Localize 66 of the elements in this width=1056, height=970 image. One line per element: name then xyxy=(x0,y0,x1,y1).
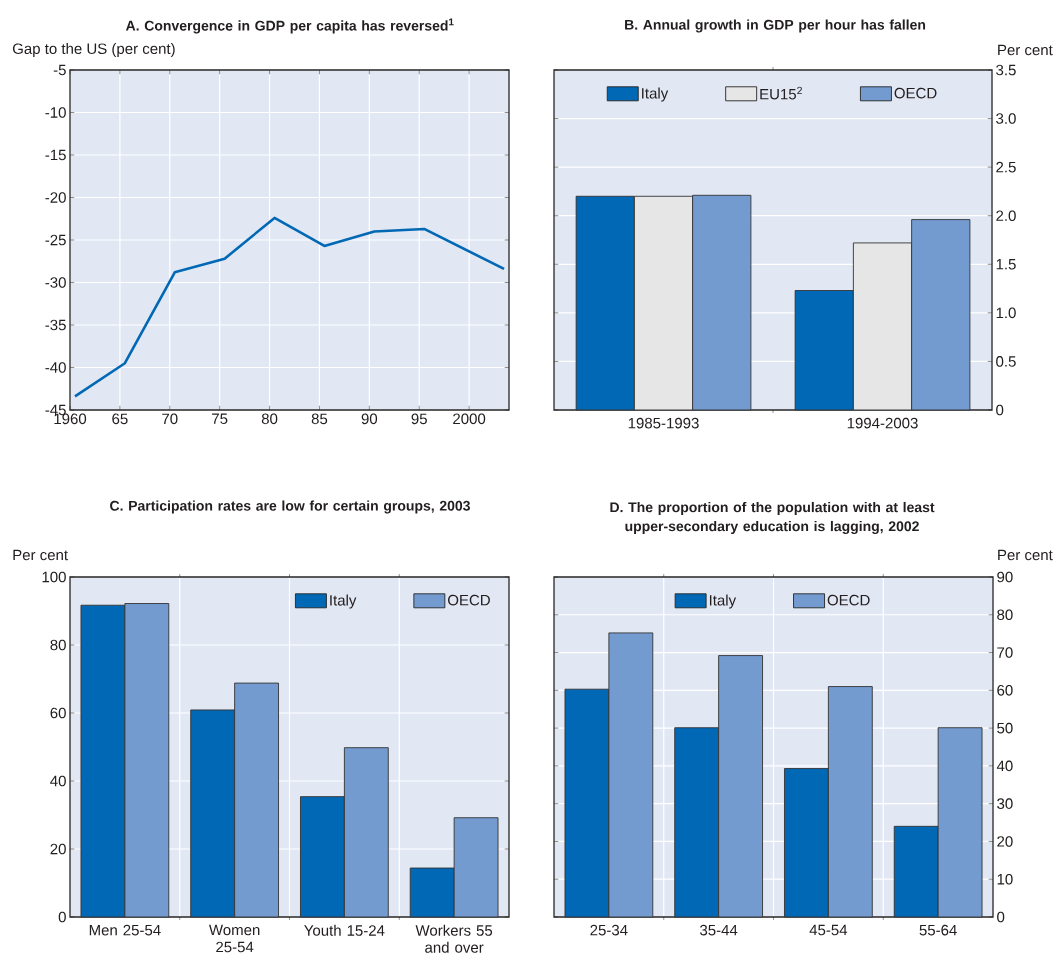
y-tick-label: 20 xyxy=(50,843,66,855)
y-tick-label: 3.5 xyxy=(996,64,1016,76)
x-tick-label: 1994-2003 xyxy=(847,417,918,429)
x-tick-label: Youth 15-24 xyxy=(304,924,385,936)
y-tick-label: -40 xyxy=(45,362,66,373)
x-tick-label: 65 xyxy=(112,413,128,425)
x-tick-label: 80 xyxy=(261,413,278,425)
x-tick-label: 75 xyxy=(212,413,228,424)
y-tick-label: 30 xyxy=(997,798,1013,809)
x-tick-label: 85 xyxy=(311,413,328,425)
legend-label: Italy xyxy=(642,87,669,102)
legend-label: Italy xyxy=(709,594,737,609)
y-tick-label: 2.5 xyxy=(996,161,1016,173)
legend-label: OECD xyxy=(827,594,870,606)
x-tick-label: 35-44 xyxy=(700,924,738,936)
y-tick-label: 10 xyxy=(997,873,1013,885)
x-tick-label: 90 xyxy=(361,413,378,425)
y-tick-label: 0 xyxy=(996,404,1004,416)
y-tick-label: -35 xyxy=(45,319,66,331)
x-tick-label: 70 xyxy=(162,413,178,425)
x-tick-label: Women 25-54 xyxy=(208,924,260,953)
legend-label: OECD xyxy=(448,594,490,606)
y-tick-label: -15 xyxy=(45,149,66,161)
x-tick-label: 1985-1993 xyxy=(628,417,699,429)
chart-title: D. The proportion of the population with at least upper-secondary education is lagging, 2002 xyxy=(610,501,935,535)
chart-title: A. Convergence in GDP per capita has reversed$^{1}$ xyxy=(125,18,454,34)
x-tick-label: 2000 xyxy=(453,413,486,425)
legend-label: EU15$^{2}$ xyxy=(760,86,802,100)
y-tick-label: -5 xyxy=(53,64,66,76)
y-tick-label: 20 xyxy=(997,836,1013,847)
y-tick-label: 1.0 xyxy=(996,307,1016,319)
chart-title: C. Participation rates are low for certain groups, 2003 xyxy=(110,500,470,514)
legend-label: OECD xyxy=(894,87,937,99)
y-tick-label: 2.0 xyxy=(996,210,1016,222)
y-axis-title: Per cent xyxy=(998,549,1053,561)
y-tick-label: 0 xyxy=(58,911,66,923)
y-tick-label: 80 xyxy=(997,609,1013,621)
y-axis-title: Per cent xyxy=(998,44,1053,56)
legend-label: Italy xyxy=(330,594,357,609)
x-tick-label: 25-34 xyxy=(590,924,628,936)
y-tick-label: 1.5 xyxy=(996,259,1016,270)
x-tick-label: 45-54 xyxy=(809,924,848,936)
y-tick-label: -20 xyxy=(45,192,66,203)
y-tick-label: 50 xyxy=(997,722,1013,734)
y-tick-label: 0 xyxy=(997,911,1005,923)
y-tick-label: 0.5 xyxy=(996,356,1016,367)
y-tick-label: 40 xyxy=(996,760,1013,772)
y-axis-title: Gap to the US (per cent) xyxy=(12,43,175,57)
x-tick-label: Workers 55 and over xyxy=(415,924,493,953)
line-series xyxy=(73,216,506,398)
y-tick-label: 100 xyxy=(42,571,66,583)
y-tick-label: -30 xyxy=(45,277,66,288)
x-tick-label: Men 25-54 xyxy=(89,924,161,936)
y-tick-label: 60 xyxy=(50,707,66,719)
chart-title: B. Annual growth in GDP per hour has fallen xyxy=(625,19,926,33)
y-tick-label: 80 xyxy=(50,639,66,651)
y-axis-title: Per cent xyxy=(13,549,68,561)
x-tick-label: 55-64 xyxy=(919,924,957,936)
y-tick-label: 3.0 xyxy=(996,113,1016,124)
y-tick-label: 40 xyxy=(50,775,66,787)
y-tick-label: -10 xyxy=(45,107,66,118)
y-tick-label: 90 xyxy=(997,571,1013,583)
y-tick-label: -25 xyxy=(45,234,66,246)
x-tick-label: 95 xyxy=(411,413,427,425)
y-tick-label: 70 xyxy=(997,647,1013,658)
y-tick-label: 60 xyxy=(997,685,1013,696)
